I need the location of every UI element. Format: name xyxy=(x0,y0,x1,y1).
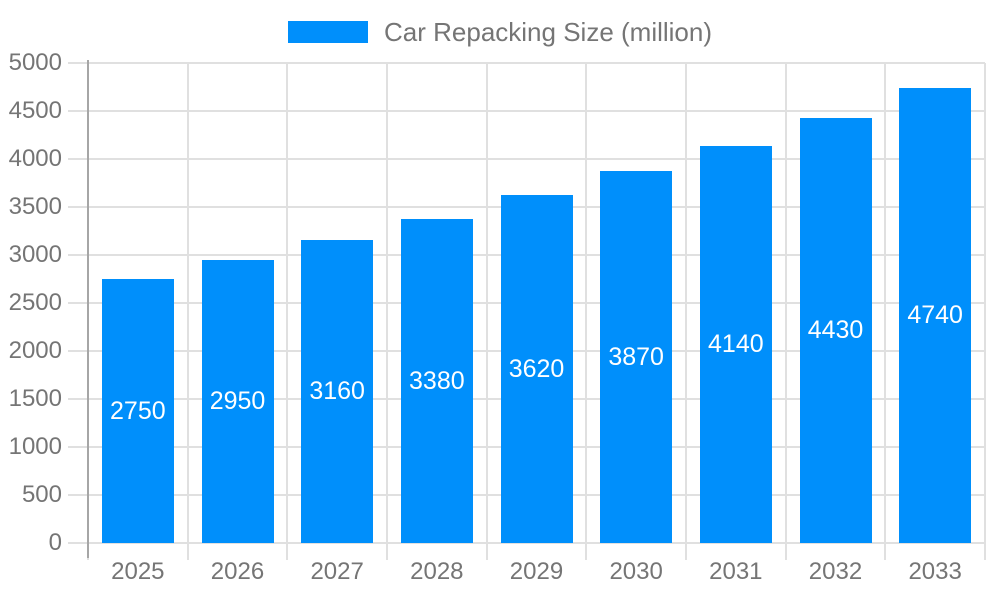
x-axis-label: 2027 xyxy=(310,558,364,585)
x-axis-label: 2026 xyxy=(210,558,265,585)
x-tick-gridline xyxy=(984,63,986,560)
y-axis-label: 3500 xyxy=(8,193,62,220)
bar[interactable] xyxy=(699,145,772,543)
bar-value-label: 4740 xyxy=(907,301,963,330)
y-axis-label: 1000 xyxy=(8,433,62,460)
x-axis-label: 2028 xyxy=(410,558,464,585)
y-gridline xyxy=(68,158,985,160)
legend-swatch-icon xyxy=(288,21,368,43)
legend-label: Car Repacking Size (million) xyxy=(384,16,712,47)
x-tick-gridline xyxy=(585,63,588,560)
x-axis-label: 2030 xyxy=(609,558,663,585)
bar[interactable] xyxy=(799,117,872,543)
x-axis-label: 2033 xyxy=(908,558,962,585)
bar[interactable] xyxy=(201,259,274,543)
x-tick-gridline xyxy=(186,63,189,560)
y-gridline xyxy=(68,110,985,112)
x-tick-gridline xyxy=(685,63,687,560)
y-axis-label: 0 xyxy=(48,529,62,556)
bar-value-label: 3620 xyxy=(508,355,565,384)
x-axis-label: 2029 xyxy=(509,558,564,585)
y-axis-label: 500 xyxy=(21,481,62,508)
bar[interactable] xyxy=(899,87,972,543)
y-axis-label: 3000 xyxy=(8,241,62,268)
x-axis-label: 2025 xyxy=(111,558,165,585)
bar-value-label: 2950 xyxy=(209,387,266,416)
y-axis-label: 2500 xyxy=(8,289,62,316)
bar-value-label: 3870 xyxy=(608,343,664,372)
y-axis-label: 5000 xyxy=(8,49,62,76)
bar[interactable] xyxy=(301,239,374,543)
y-axis-line xyxy=(87,60,89,558)
bar-value-label: 4140 xyxy=(708,330,764,359)
y-gridline xyxy=(68,542,985,544)
bar-value-label: 3380 xyxy=(409,366,465,395)
y-axis-label: 4500 xyxy=(8,97,62,124)
bar[interactable] xyxy=(400,218,473,543)
x-tick-gridline xyxy=(286,63,289,560)
y-axis-label: 1500 xyxy=(8,385,62,412)
bar[interactable] xyxy=(101,279,174,543)
bar-value-label: 2750 xyxy=(110,397,166,425)
y-axis-label: 2000 xyxy=(8,337,62,364)
y-axis-label: 4000 xyxy=(8,145,62,172)
bar[interactable] xyxy=(600,171,673,543)
x-tick-gridline xyxy=(485,63,488,560)
legend[interactable]: Car Repacking Size (million) xyxy=(0,17,1000,47)
bar-value-label: 4430 xyxy=(807,316,864,345)
x-tick-gridline xyxy=(386,63,388,560)
bar[interactable] xyxy=(500,195,573,543)
bar-value-label: 3160 xyxy=(309,377,365,406)
x-axis-label: 2032 xyxy=(808,558,863,585)
y-gridline xyxy=(68,62,985,64)
x-axis-label: 2031 xyxy=(709,558,763,585)
x-tick-gridline xyxy=(784,63,787,560)
x-tick-gridline xyxy=(884,63,887,560)
